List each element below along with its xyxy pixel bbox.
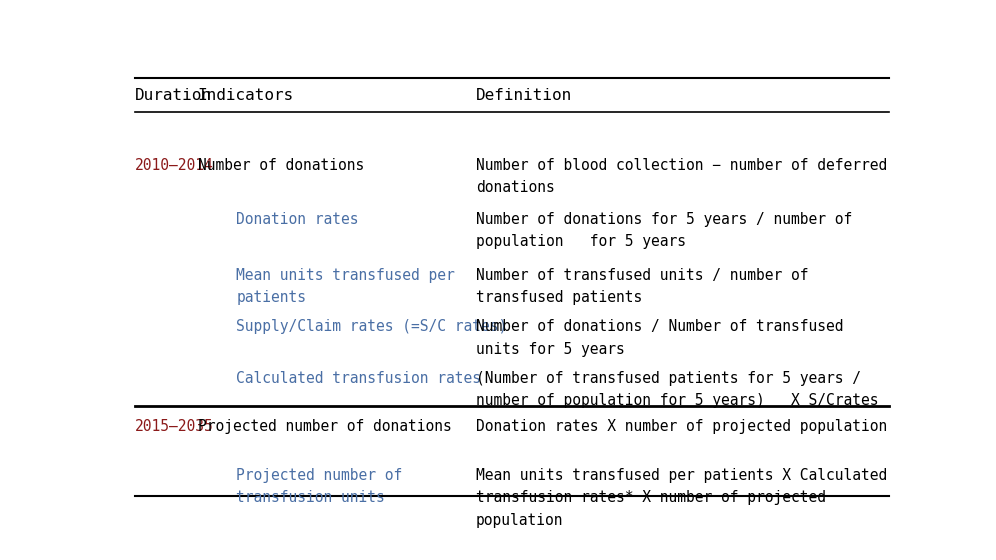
Text: Donation rates: Donation rates: [236, 212, 359, 227]
Text: Number of transfused units / number of
transfused patients: Number of transfused units / number of t…: [476, 268, 808, 305]
Text: (Number of transfused patients for 5 years /
number of population for 5 years)  : (Number of transfused patients for 5 yea…: [476, 371, 878, 408]
Text: Duration: Duration: [134, 88, 211, 102]
Text: Calculated transfusion rates: Calculated transfusion rates: [236, 371, 481, 386]
Text: Number of donations: Number of donations: [198, 158, 365, 172]
Text: 2015–2035: 2015–2035: [134, 419, 213, 433]
Text: Projected number of
transfusion units: Projected number of transfusion units: [236, 468, 402, 506]
Text: Supply/Claim rates (=S/C rates): Supply/Claim rates (=S/C rates): [236, 319, 508, 334]
Text: Mean units transfused per patients X Calculated
transfusion rates* X number of p: Mean units transfused per patients X Cal…: [476, 468, 887, 528]
Text: Definition: Definition: [476, 88, 572, 102]
Text: Number of donations for 5 years / number of
population   for 5 years: Number of donations for 5 years / number…: [476, 212, 852, 249]
Text: Projected number of donations: Projected number of donations: [198, 419, 451, 433]
Text: Indicators: Indicators: [198, 88, 294, 102]
Text: Donation rates X number of projected population: Donation rates X number of projected pop…: [476, 419, 887, 433]
Text: Number of blood collection − number of deferred
donations: Number of blood collection − number of d…: [476, 158, 887, 195]
Text: 2010–2014: 2010–2014: [134, 158, 213, 172]
Text: Mean units transfused per
patients: Mean units transfused per patients: [236, 268, 455, 305]
Text: Number of donations / Number of transfused
units for 5 years: Number of donations / Number of transfus…: [476, 319, 844, 357]
